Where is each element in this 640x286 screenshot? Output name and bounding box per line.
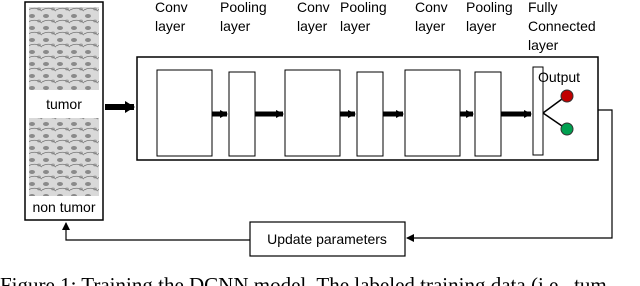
caption: Figure 1: Training the DCNN model. The l… xyxy=(0,273,607,286)
layer-label: Connected xyxy=(528,18,596,34)
layer-label: layer xyxy=(528,37,559,53)
layer-label: Conv xyxy=(297,0,330,15)
output-label: Output xyxy=(538,69,580,85)
output-link xyxy=(542,112,563,127)
fc-block xyxy=(532,66,544,156)
layer-label: Conv xyxy=(415,0,448,15)
tumor-image xyxy=(29,7,99,90)
output-node xyxy=(560,122,574,136)
pool-block xyxy=(228,71,256,157)
layer-label: Conv xyxy=(155,0,188,15)
update-box xyxy=(249,221,406,257)
non-tumor-image xyxy=(29,118,99,196)
layer-label: layer xyxy=(220,18,251,34)
pool-block xyxy=(356,71,384,157)
layer-label: layer xyxy=(297,18,328,34)
input-label: non tumor xyxy=(32,199,95,215)
feedback-arrow xyxy=(406,109,613,242)
layer-label: Pooling xyxy=(220,0,267,15)
layer-label: layer xyxy=(415,18,446,34)
layer-label: Pooling xyxy=(340,0,387,15)
conv-block xyxy=(404,69,461,157)
feedback-arrow xyxy=(62,222,250,241)
layer-label: layer xyxy=(466,18,497,34)
output-node xyxy=(560,89,574,103)
layer-label: Pooling xyxy=(466,0,513,15)
layer-label: Fully xyxy=(528,0,558,15)
output-link xyxy=(542,98,563,114)
conv-block xyxy=(156,69,213,157)
pool-block xyxy=(474,71,502,157)
layer-label: layer xyxy=(340,18,371,34)
conv-block xyxy=(284,69,341,157)
input-label: tumor xyxy=(46,96,82,112)
update-label: Update parameters xyxy=(267,231,387,247)
layer-label: layer xyxy=(155,18,186,34)
